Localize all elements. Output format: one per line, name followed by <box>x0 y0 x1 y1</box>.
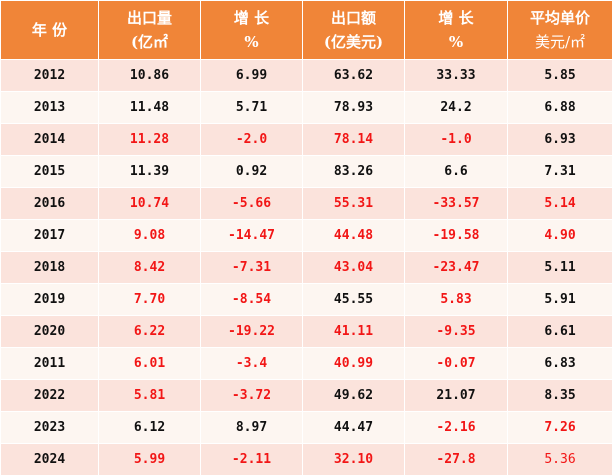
cell-volume-growth: 6.99 <box>201 60 303 92</box>
cell-export-volume: 10.74 <box>99 188 201 220</box>
cell-export-volume: 11.39 <box>99 156 201 188</box>
cell-average-price: 8.35 <box>508 380 612 412</box>
cell-volume-growth: -3.4 <box>201 348 303 380</box>
cell-export-volume: 6.01 <box>99 348 201 380</box>
header-export-volume: 出口量 (亿㎡ <box>99 1 201 60</box>
cell-year: 2013 <box>1 92 99 124</box>
cell-average-price: 6.93 <box>508 124 612 156</box>
cell-export-value: 44.47 <box>303 412 405 444</box>
cell-year: 2012 <box>1 60 99 92</box>
cell-value-growth: 24.2 <box>405 92 508 124</box>
cell-value-growth: 5.83 <box>405 284 508 316</box>
cell-volume-growth: -3.72 <box>201 380 303 412</box>
cell-average-price: 5.14 <box>508 188 612 220</box>
cell-value-growth: -23.47 <box>405 252 508 284</box>
cell-volume-growth: -14.47 <box>201 220 303 252</box>
cell-year: 2022 <box>1 380 99 412</box>
cell-year: 2015 <box>1 156 99 188</box>
cell-export-value: 78.14 <box>303 124 405 156</box>
cell-value-growth: -1.0 <box>405 124 508 156</box>
cell-year: 2018 <box>1 252 99 284</box>
cell-volume-growth: -7.31 <box>201 252 303 284</box>
cell-export-volume: 5.81 <box>99 380 201 412</box>
cell-export-value: 45.55 <box>303 284 405 316</box>
cell-export-volume: 11.28 <box>99 124 201 156</box>
cell-average-price: 6.88 <box>508 92 612 124</box>
cell-value-growth: -0.07 <box>405 348 508 380</box>
header-year: 年 份 <box>1 1 99 60</box>
cell-year: 2017 <box>1 220 99 252</box>
cell-average-price: 5.36 <box>508 444 612 476</box>
cell-export-volume: 5.99 <box>99 444 201 476</box>
cell-volume-growth: -5.66 <box>201 188 303 220</box>
cell-year: 2014 <box>1 124 99 156</box>
cell-value-growth: -2.16 <box>405 412 508 444</box>
cell-average-price: 6.61 <box>508 316 612 348</box>
header-value-growth: 增 长 % <box>405 1 508 60</box>
cell-export-value: 44.48 <box>303 220 405 252</box>
cell-year: 2019 <box>1 284 99 316</box>
cell-year: 2016 <box>1 188 99 220</box>
cell-export-value: 32.10 <box>303 444 405 476</box>
cell-volume-growth: -19.22 <box>201 316 303 348</box>
cell-export-volume: 9.08 <box>99 220 201 252</box>
cell-export-value: 41.11 <box>303 316 405 348</box>
cell-volume-growth: 5.71 <box>201 92 303 124</box>
cell-export-value: 63.62 <box>303 60 405 92</box>
header-volume-growth: 增 长 % <box>201 1 303 60</box>
cell-value-growth: -19.58 <box>405 220 508 252</box>
cell-export-value: 83.26 <box>303 156 405 188</box>
cell-average-price: 5.11 <box>508 252 612 284</box>
header-export-value: 出口额 (亿美元) <box>303 1 405 60</box>
header-average-price: 平均单价 美元/㎡ <box>508 1 612 60</box>
cell-value-growth: 6.6 <box>405 156 508 188</box>
cell-average-price: 6.83 <box>508 348 612 380</box>
cell-volume-growth: 8.97 <box>201 412 303 444</box>
cell-average-price: 5.85 <box>508 60 612 92</box>
cell-volume-growth: -2.11 <box>201 444 303 476</box>
cell-export-value: 43.04 <box>303 252 405 284</box>
cell-average-price: 4.90 <box>508 220 612 252</box>
cell-export-volume: 8.42 <box>99 252 201 284</box>
cell-value-growth: -33.57 <box>405 188 508 220</box>
cell-year: 2020 <box>1 316 99 348</box>
header-row: 年 份 出口量 (亿㎡ 增 长 % 出口额 (亿美元) 增 长 % 平均单价 美… <box>1 1 612 60</box>
cell-average-price: 7.26 <box>508 412 612 444</box>
cell-export-volume: 11.48 <box>99 92 201 124</box>
cell-export-volume: 6.22 <box>99 316 201 348</box>
cell-volume-growth: -2.0 <box>201 124 303 156</box>
cell-export-volume: 7.70 <box>99 284 201 316</box>
cell-volume-growth: -8.54 <box>201 284 303 316</box>
cell-year: 2023 <box>1 412 99 444</box>
cell-export-value: 40.99 <box>303 348 405 380</box>
cell-export-volume: 10.86 <box>99 60 201 92</box>
cell-value-growth: -27.8 <box>405 444 508 476</box>
cell-export-value: 78.93 <box>303 92 405 124</box>
cell-value-growth: 21.07 <box>405 380 508 412</box>
cell-value-growth: 33.33 <box>405 60 508 92</box>
cell-export-value: 49.62 <box>303 380 405 412</box>
cell-volume-growth: 0.92 <box>201 156 303 188</box>
cell-value-growth: -9.35 <box>405 316 508 348</box>
cell-average-price: 5.91 <box>508 284 612 316</box>
cell-year: 2011 <box>1 348 99 380</box>
cell-year: 2024 <box>1 444 99 476</box>
cell-export-value: 55.31 <box>303 188 405 220</box>
cell-average-price: 7.31 <box>508 156 612 188</box>
cell-export-volume: 6.12 <box>99 412 201 444</box>
